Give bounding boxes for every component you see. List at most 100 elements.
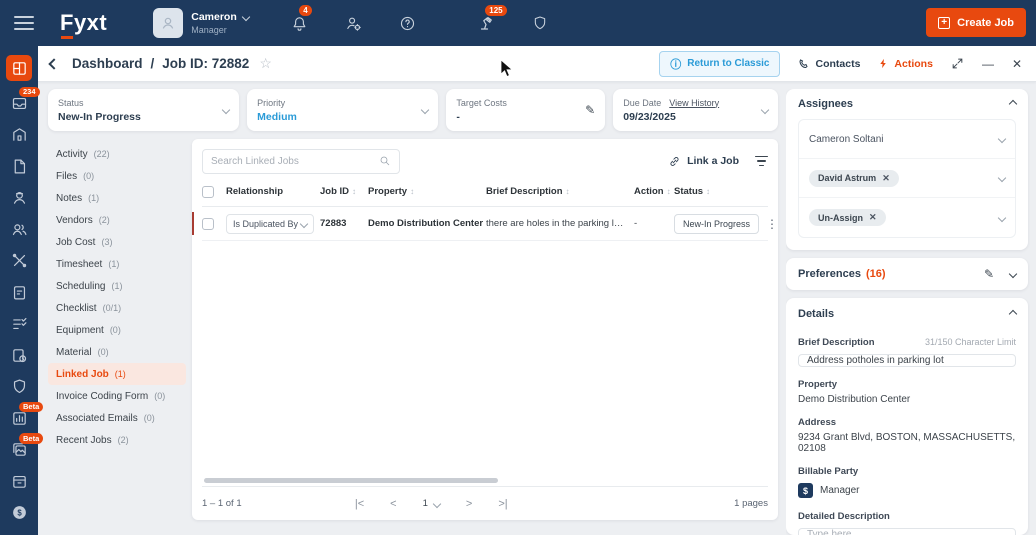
col-job-id[interactable]: Job ID ↕ xyxy=(320,186,357,197)
due-date-card[interactable]: Due Date View History 09/23/2025 xyxy=(613,89,778,131)
rail-work-orders[interactable] xyxy=(6,283,32,302)
rail-dashboard[interactable] xyxy=(6,55,32,81)
status-card[interactable]: Status New-In Progress xyxy=(48,89,240,131)
dashboard-icon xyxy=(12,61,26,75)
rail-security[interactable] xyxy=(6,377,32,396)
rail-schedule[interactable] xyxy=(6,346,32,365)
menu-recent-jobs[interactable]: Recent Jobs (2) xyxy=(56,434,129,446)
link-a-job-button[interactable]: Link a Job xyxy=(668,155,739,168)
user-gear-icon xyxy=(347,17,362,31)
menu-job-cost[interactable]: Job Cost (3) xyxy=(56,236,113,248)
rail-payments[interactable]: $ xyxy=(6,503,32,522)
property-value: Demo Distribution Center xyxy=(798,394,911,405)
col-relationship[interactable]: Relationship xyxy=(226,186,284,197)
billable-party-value: Manager xyxy=(820,485,860,496)
menu-associated-emails[interactable]: Associated Emails (0) xyxy=(56,412,155,424)
rail-checklist[interactable] xyxy=(6,314,32,333)
rail-media[interactable]: Beta xyxy=(6,433,44,459)
create-job-button[interactable]: + Create Job xyxy=(926,8,1026,37)
assignee-row-2[interactable]: Un-Assign ✕ xyxy=(799,198,1015,237)
security-button[interactable] xyxy=(529,12,551,34)
col-action[interactable]: Action ↕ xyxy=(634,186,671,197)
menu-notes[interactable]: Notes (1) xyxy=(56,192,100,204)
first-page-button[interactable]: |< xyxy=(354,497,365,510)
contacts-button[interactable]: Contacts xyxy=(798,58,860,70)
row-checkbox[interactable] xyxy=(202,217,214,230)
col-status[interactable]: Status ↕ xyxy=(674,186,711,197)
hamburger-menu-icon[interactable] xyxy=(14,16,34,30)
menu-files[interactable]: Files (0) xyxy=(56,170,95,182)
remove-assignee-icon[interactable]: ✕ xyxy=(869,212,877,222)
menu-vendors[interactable]: Vendors (2) xyxy=(56,214,110,226)
menu-activity[interactable]: Activity (22) xyxy=(56,148,110,160)
menu-equipment[interactable]: Equipment (0) xyxy=(56,324,121,336)
rail-tools[interactable] xyxy=(6,251,32,270)
assignee-chip: David Astrum ✕ xyxy=(809,169,899,187)
detailed-description-input[interactable] xyxy=(798,528,1016,535)
rail-properties[interactable] xyxy=(6,125,32,144)
relationship-dropdown[interactable]: Is Duplicated By xyxy=(226,213,314,234)
page-number: 1 xyxy=(422,498,428,509)
edit-pencil-icon[interactable]: ✎ xyxy=(983,267,994,281)
resize-button[interactable] xyxy=(951,57,964,70)
notifications-button[interactable]: 4 xyxy=(289,5,313,34)
back-button[interactable] xyxy=(48,57,60,70)
rail-reports[interactable]: Beta xyxy=(6,401,44,428)
col-brief-description[interactable]: Brief Description ↕ xyxy=(486,186,570,197)
menu-timesheet[interactable]: Timesheet (1) xyxy=(56,258,120,270)
rail-team[interactable] xyxy=(6,220,32,239)
user-menu[interactable]: Cameron Manager xyxy=(191,11,251,35)
preferences-card: Preferences (16) ✎ xyxy=(786,258,1028,290)
edit-pencil-icon[interactable]: ✎ xyxy=(585,103,596,117)
page-select[interactable]: 1 xyxy=(422,498,442,509)
avatar[interactable] xyxy=(153,8,184,38)
last-page-button[interactable]: >| xyxy=(498,497,508,510)
target-costs-card[interactable]: Target Costs - ✎ xyxy=(446,89,606,131)
expand-chevron-icon[interactable] xyxy=(1008,269,1018,279)
menu-material[interactable]: Material (0) xyxy=(56,346,109,358)
tools-icon xyxy=(12,253,26,268)
search-linked-jobs-input[interactable] xyxy=(211,155,379,167)
menu-invoice-coding-form[interactable]: Invoice Coding Form (0) xyxy=(56,390,166,402)
select-all-checkbox[interactable] xyxy=(202,185,214,198)
assignee-row-1[interactable]: David Astrum ✕ xyxy=(799,159,1015,198)
bell-icon xyxy=(293,16,306,31)
view-history-link[interactable]: View History xyxy=(669,97,720,108)
fyxt-logo[interactable]: Fyxt xyxy=(60,10,108,39)
filter-button[interactable] xyxy=(755,155,768,167)
rail-archive[interactable] xyxy=(6,472,32,491)
rail-vendors[interactable] xyxy=(6,188,32,207)
breadcrumb-dashboard[interactable]: Dashboard xyxy=(72,56,143,71)
menu-checklist[interactable]: Checklist (0/1) xyxy=(56,302,122,314)
support-button[interactable]: 125 xyxy=(475,5,508,34)
actions-button[interactable]: Actions xyxy=(878,57,933,70)
user-settings-button[interactable] xyxy=(343,12,365,34)
brief-description-input[interactable] xyxy=(798,354,1016,367)
return-to-classic-button[interactable]: ⓘ Return to Classic xyxy=(659,50,781,77)
row-job-id[interactable]: 72883 xyxy=(320,218,347,229)
close-button[interactable]: ✕ xyxy=(1011,56,1022,71)
chevron-down-icon xyxy=(432,499,442,508)
right-panel: Assignees Cameron Soltani David Astrum xyxy=(786,89,1030,535)
col-property[interactable]: Property ↕ xyxy=(368,186,415,197)
collapse-chevron-icon[interactable] xyxy=(1008,309,1018,319)
collapse-chevron-icon[interactable] xyxy=(1008,99,1018,109)
help-button[interactable] xyxy=(397,12,419,34)
next-page-button[interactable]: > xyxy=(465,497,473,510)
priority-card[interactable]: Priority Medium xyxy=(247,89,439,131)
remove-assignee-icon[interactable]: ✕ xyxy=(882,172,890,183)
assignee-row-primary[interactable]: Cameron Soltani xyxy=(799,120,1015,159)
prev-page-button[interactable]: < xyxy=(390,497,397,510)
rail-inbox[interactable]: 234 xyxy=(6,86,40,113)
priority-label: Priority xyxy=(257,97,286,108)
row-menu-kebab[interactable]: ⋮ xyxy=(766,216,778,231)
linked-jobs-panel: Link a Job Relationship Job ID↕ Property… xyxy=(192,139,778,520)
horizontal-scrollbar[interactable] xyxy=(204,478,499,483)
minimize-button[interactable]: — xyxy=(981,56,994,71)
menu-scheduling[interactable]: Scheduling (1) xyxy=(56,280,123,292)
row-property: Demo Distribution Center xyxy=(368,218,484,229)
stacked-photos-icon xyxy=(12,443,26,456)
favorite-star-icon[interactable]: ☆ xyxy=(259,55,272,71)
rail-documents[interactable] xyxy=(6,157,32,176)
menu-linked-job[interactable]: Linked Job (1) xyxy=(48,363,186,385)
